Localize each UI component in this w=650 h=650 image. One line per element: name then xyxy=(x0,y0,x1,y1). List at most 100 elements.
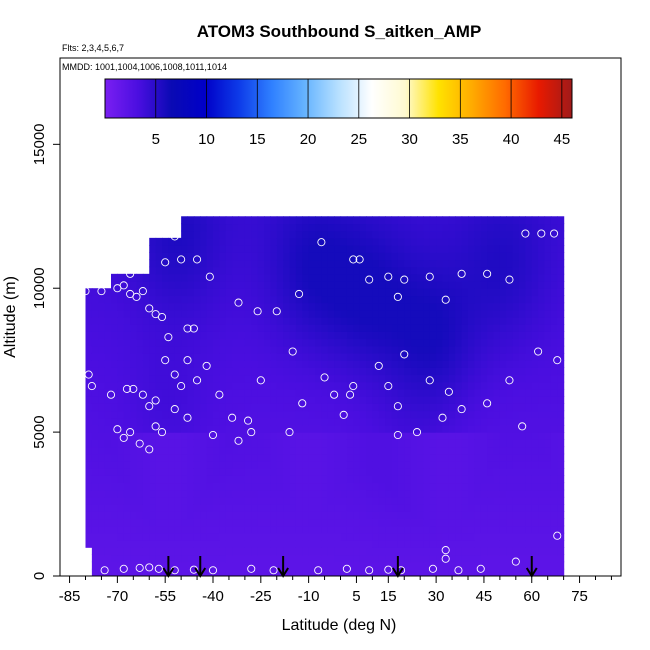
heatmap-cell xyxy=(276,381,284,390)
heatmap-cell xyxy=(448,554,456,563)
heatmap-cell xyxy=(359,317,367,325)
heatmap-cell xyxy=(117,475,125,484)
heatmap-cell xyxy=(353,504,361,512)
heatmap-cell xyxy=(174,331,182,340)
heatmap-cell xyxy=(506,453,514,462)
heatmap-cell xyxy=(213,403,220,412)
heatmap-cell xyxy=(378,396,386,404)
heatmap-cell xyxy=(244,432,252,440)
heatmap-cell xyxy=(302,518,310,527)
heatmap-cell xyxy=(455,525,463,534)
heatmap-cell xyxy=(334,338,342,347)
heatmap-cell xyxy=(104,367,112,376)
heatmap-cell xyxy=(111,540,118,548)
heatmap-cell xyxy=(213,489,220,498)
heatmap-cell xyxy=(206,468,214,476)
heatmap-cell xyxy=(270,460,278,469)
heatmap-cell xyxy=(264,504,271,512)
heatmap-cell xyxy=(238,273,246,282)
heatmap-cell xyxy=(468,417,475,426)
heatmap-cell xyxy=(404,252,412,261)
heatmap-cell xyxy=(302,525,310,534)
heatmap-cell xyxy=(448,317,456,325)
heatmap-cell xyxy=(136,439,144,448)
heatmap-cell xyxy=(136,281,144,289)
heatmap-cell xyxy=(544,302,552,311)
heatmap-cell xyxy=(327,554,335,563)
heatmap-cell xyxy=(232,252,240,261)
heatmap-cell xyxy=(404,453,412,462)
heatmap-cell xyxy=(493,367,501,376)
heatmap-cell xyxy=(366,460,373,469)
heatmap-cell xyxy=(130,338,138,347)
heatmap-cell xyxy=(499,281,507,289)
heatmap-cell xyxy=(493,410,501,419)
heatmap-cell xyxy=(315,489,322,498)
heatmap-cell xyxy=(353,352,361,361)
heatmap-cell xyxy=(442,403,450,412)
heatmap-cell xyxy=(174,381,182,390)
heatmap-cell xyxy=(340,216,348,225)
heatmap-cell xyxy=(130,453,138,462)
heatmap-cell xyxy=(366,547,373,556)
heatmap-cell xyxy=(499,504,507,512)
heatmap-cell xyxy=(506,388,514,397)
heatmap-cell xyxy=(289,288,297,297)
heatmap-cell xyxy=(557,237,565,246)
heatmap-cell xyxy=(557,230,565,239)
heatmap-cell xyxy=(117,518,125,527)
heatmap-cell xyxy=(295,324,303,332)
sample-point xyxy=(145,304,154,313)
heatmap-cell xyxy=(340,331,348,340)
heatmap-cell xyxy=(244,496,252,505)
sample-point xyxy=(145,445,154,454)
heatmap-cell xyxy=(289,230,297,239)
heatmap-cell xyxy=(98,295,106,304)
heatmap-cell xyxy=(232,216,240,225)
heatmap-cell xyxy=(206,504,214,512)
heatmap-cell xyxy=(238,489,246,498)
heatmap-cell xyxy=(531,532,539,541)
heatmap-cell xyxy=(181,367,189,376)
heatmap-cell xyxy=(174,540,182,548)
heatmap-cell xyxy=(448,288,456,297)
heatmap-cell xyxy=(206,309,214,318)
heatmap-cell xyxy=(149,338,157,347)
heatmap-cell xyxy=(525,317,533,325)
heatmap-cell xyxy=(480,568,488,576)
heatmap-cell xyxy=(506,273,514,282)
heatmap-cell xyxy=(468,568,475,576)
x-tick-label: -55 xyxy=(154,588,176,605)
heatmap-cell xyxy=(366,540,373,548)
heatmap-cell xyxy=(289,540,297,548)
heatmap-cell xyxy=(270,432,278,440)
colorbar-tick-label: 35 xyxy=(452,131,469,148)
heatmap-cell xyxy=(417,338,424,347)
heatmap-cell xyxy=(321,403,329,412)
heatmap-cell xyxy=(187,374,195,383)
heatmap-cell xyxy=(423,439,431,448)
heatmap-cell xyxy=(436,331,444,340)
heatmap-cell xyxy=(136,338,144,347)
heatmap-cell xyxy=(219,295,227,304)
heatmap-cell xyxy=(442,295,450,304)
heatmap-cell xyxy=(327,281,335,289)
heatmap-cell xyxy=(410,216,418,225)
heatmap-cell xyxy=(251,554,259,563)
heatmap-cell xyxy=(391,367,399,376)
sample-point xyxy=(384,382,393,391)
heatmap-cell xyxy=(111,324,118,332)
heatmap-cell xyxy=(232,518,240,527)
heatmap-cell xyxy=(346,216,354,225)
sample-point xyxy=(97,287,106,296)
heatmap-cell xyxy=(149,273,157,282)
heatmap-cell xyxy=(225,388,233,397)
heatmap-cell xyxy=(219,345,227,354)
heatmap-cell xyxy=(225,331,233,340)
heatmap-cell xyxy=(487,410,495,419)
heatmap-cell xyxy=(162,532,169,541)
heatmap-cell xyxy=(448,216,456,225)
heatmap-cell xyxy=(397,439,405,448)
heatmap-cell xyxy=(264,223,271,232)
heatmap-cell xyxy=(531,561,539,570)
